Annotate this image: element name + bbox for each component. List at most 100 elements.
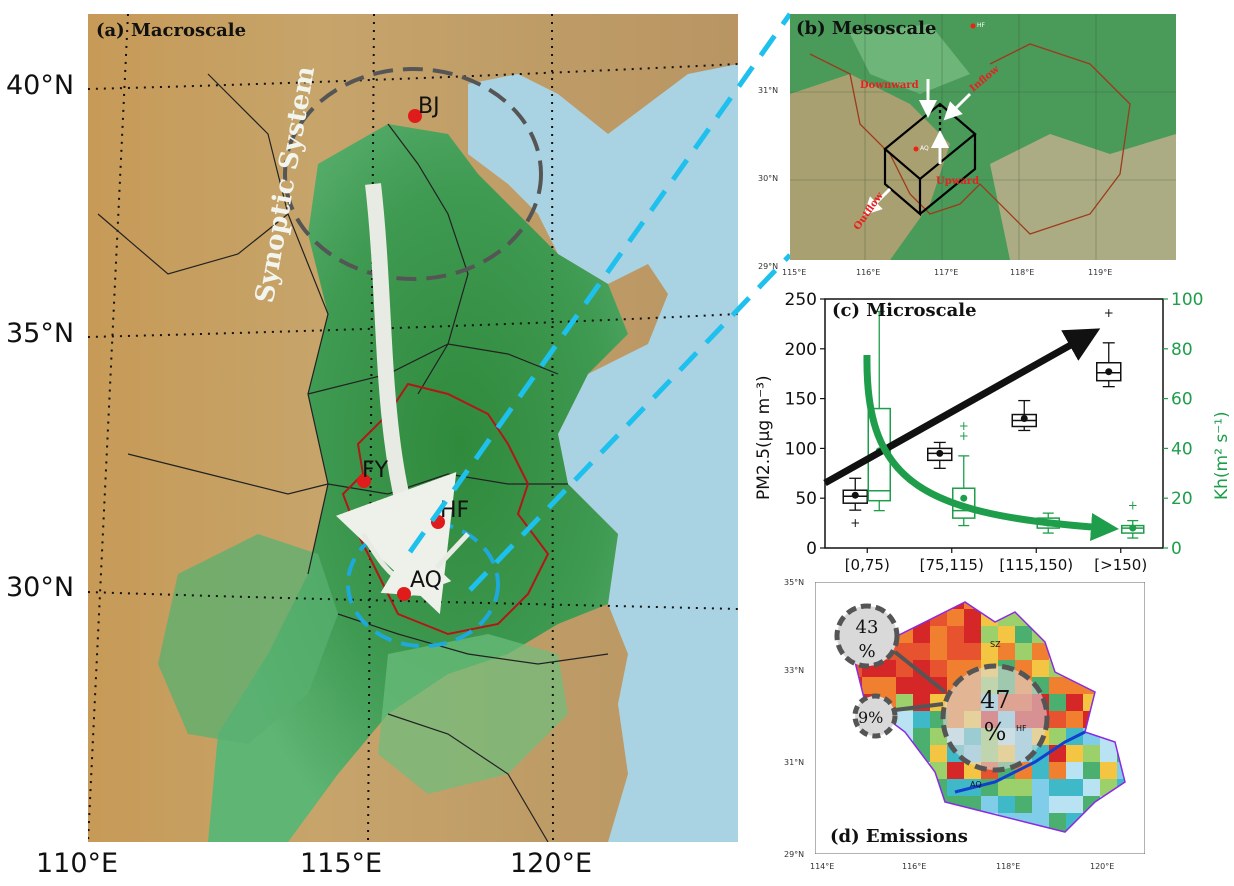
emission-cell — [1032, 779, 1049, 796]
emission-cell — [930, 643, 947, 660]
aq-point — [913, 146, 919, 152]
b-lon-118e: 118°E — [1010, 268, 1035, 277]
emission-cell — [1015, 643, 1032, 660]
emission-cell — [896, 677, 913, 694]
emission-cell — [981, 626, 998, 643]
mesoscale-grid — [790, 14, 1176, 260]
emission-cell — [1015, 796, 1032, 813]
mesoscale-map — [790, 14, 1176, 260]
panel-a-title: (a) Macroscale — [96, 20, 247, 41]
emission-cell — [855, 660, 862, 677]
left-tick-label: 250 — [785, 290, 817, 310]
d-lat-31n: 31°N — [784, 758, 805, 767]
emission-cell — [913, 728, 930, 745]
emission-cell — [998, 779, 1015, 796]
box-mean-dot — [1129, 524, 1137, 532]
category-label: [115,150) — [999, 556, 1073, 574]
panel-b-title: (b) Mesoscale — [796, 18, 937, 39]
flux-arrows — [863, 79, 972, 216]
category-label: [>150) — [1094, 556, 1147, 574]
d-lon-120e: 120°E — [1090, 862, 1115, 871]
emission-cell — [1100, 745, 1117, 762]
emission-cell — [1015, 626, 1032, 643]
box-mean-dot — [851, 491, 859, 499]
emission-cell — [947, 779, 964, 796]
d-lon-114e: 114°E — [810, 862, 835, 871]
emission-cell — [1083, 762, 1100, 779]
emission-cell — [1032, 796, 1049, 813]
pm-trend-arrow — [823, 328, 1101, 487]
emission-cell — [1083, 745, 1100, 762]
box-mean-dot — [1105, 368, 1113, 376]
site-label-aq-d: AQ — [970, 780, 982, 789]
emission-cell — [1083, 779, 1100, 796]
left-tick-label: 200 — [785, 340, 817, 360]
emission-cell — [964, 609, 981, 626]
river-line — [954, 730, 1086, 794]
highland-terrain-east — [990, 134, 1176, 260]
percent-47: 47 % — [980, 686, 1011, 746]
local-arrow-east — [409, 532, 470, 597]
emission-cell — [998, 626, 1015, 643]
box-mean-dot — [936, 449, 944, 457]
emission-cell — [930, 660, 947, 677]
emission-cell — [964, 643, 981, 660]
right-tick-label: 60 — [1171, 390, 1193, 410]
city-label-bj: BJ — [418, 94, 440, 119]
hf-point — [970, 23, 976, 29]
emission-cell — [964, 626, 981, 643]
site-label-aq-b: AQ — [920, 145, 929, 152]
right-tick-label: 20 — [1171, 489, 1193, 509]
link-arrow-43 — [893, 650, 947, 694]
emission-cell — [1049, 694, 1066, 711]
emission-cell — [930, 626, 947, 643]
green-south — [378, 634, 568, 794]
synoptic-arrow — [335, 183, 457, 615]
lon-label-115e: 115°E — [300, 848, 383, 879]
box-outlier: + — [959, 429, 969, 443]
site-label-hf-b: HF — [977, 22, 985, 29]
percent-9: 9% — [858, 708, 884, 727]
d-lat-33n: 33°N — [784, 666, 805, 675]
emission-cell — [1049, 762, 1066, 779]
emission-cell — [1066, 796, 1083, 813]
site-label-hf-d: HF — [1016, 724, 1027, 733]
b-lat-29n: 29°N — [758, 262, 779, 271]
b-lon-117e: 117°E — [934, 268, 959, 277]
right-tick-label: 100 — [1171, 290, 1203, 310]
flow-label-upward: Upward — [936, 176, 980, 187]
emission-cell — [913, 660, 930, 677]
b-lon-115e: 115°E — [782, 268, 807, 277]
panel-d-title: (d) Emissions — [830, 826, 968, 847]
circle-9 — [852, 693, 898, 739]
flux-box — [883, 102, 977, 217]
box-outlier: + — [850, 516, 860, 530]
emission-cell — [1066, 711, 1083, 728]
emission-cell — [879, 677, 896, 694]
lat-label-30n: 30°N — [6, 572, 75, 603]
emission-cell — [1049, 728, 1066, 745]
kh-trend-arrow — [863, 354, 1119, 541]
d-lat-35n: 35°N — [784, 578, 805, 587]
box-outlier: + — [1104, 306, 1114, 320]
d-lat-29n: 29°N — [784, 850, 805, 859]
emission-cell — [1049, 813, 1066, 830]
emission-cell — [947, 762, 964, 779]
left-axis-ticks: 0 50 100 150 200 250 — [785, 290, 825, 559]
emission-cell — [913, 626, 930, 643]
box-mean-dot — [1020, 415, 1028, 423]
emissions-map — [815, 582, 1145, 854]
emission-cell — [879, 660, 896, 677]
d-lon-116e: 116°E — [902, 862, 927, 871]
category-label: [75,115) — [920, 556, 984, 574]
box-outlier: + — [1128, 499, 1138, 513]
city-label-aq: AQ — [410, 568, 442, 593]
right-axis-label: Kh(m² s⁻¹) — [1212, 411, 1232, 500]
emission-cell — [947, 643, 964, 660]
emission-cell — [998, 796, 1015, 813]
category-label: [0,75) — [845, 556, 890, 574]
emission-cell — [1117, 762, 1125, 779]
lat-label-40n: 40°N — [6, 70, 75, 101]
circle-43 — [834, 603, 900, 669]
